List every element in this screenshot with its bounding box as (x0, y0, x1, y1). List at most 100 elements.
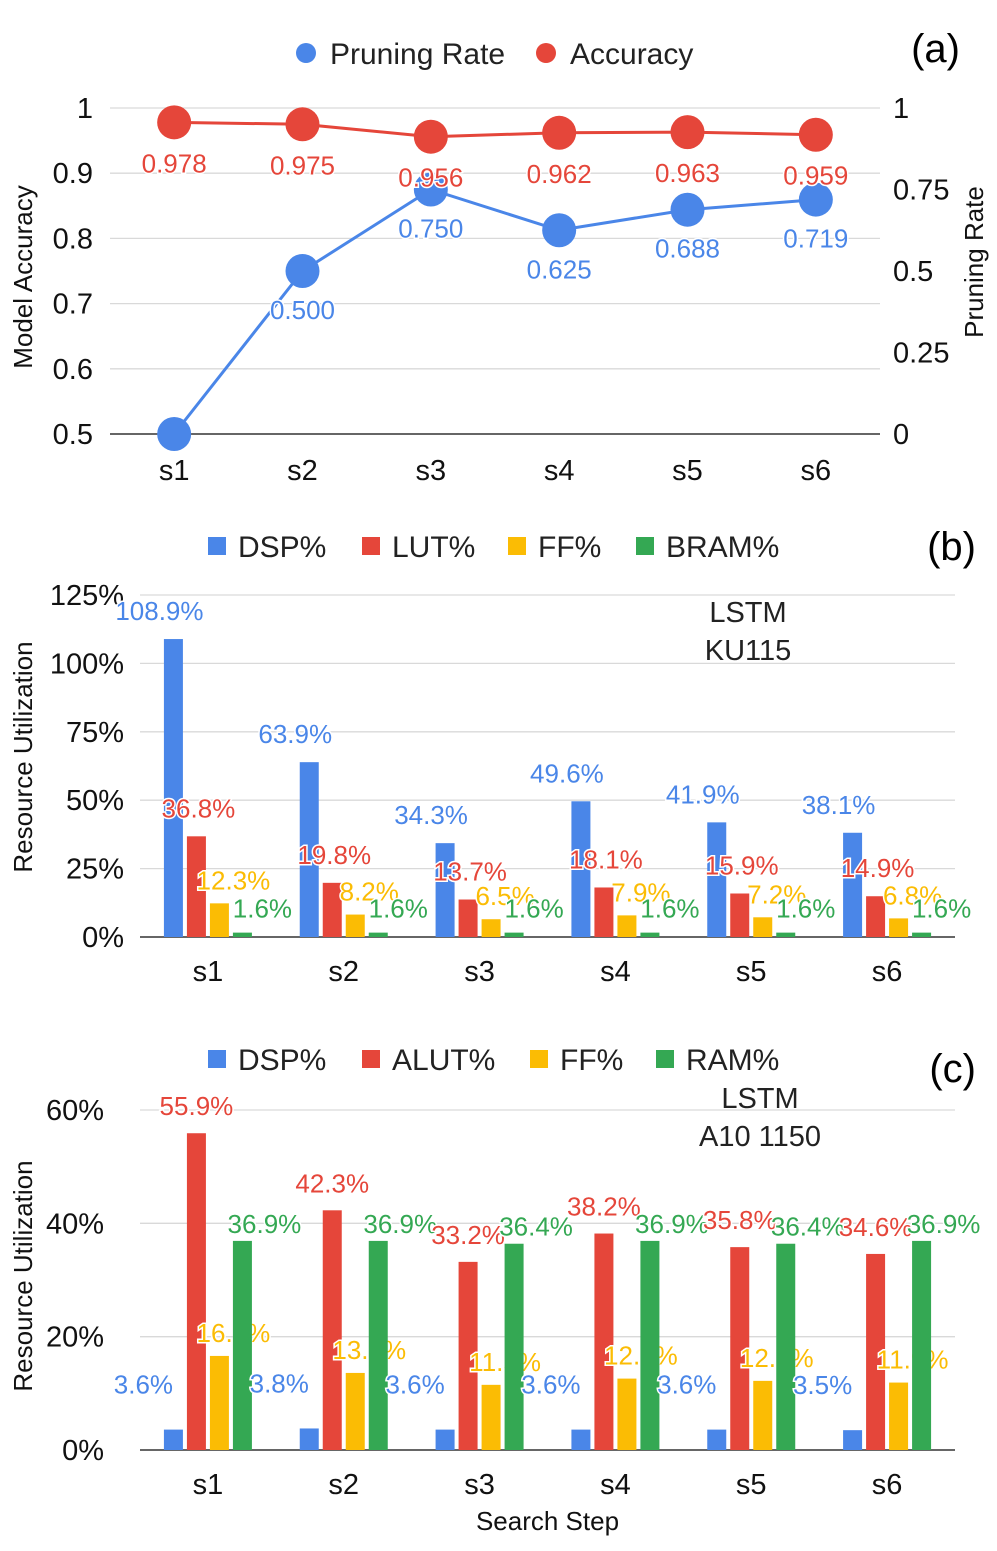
data-point-pruning-rate (542, 213, 577, 248)
data-label-ff: 7.2% (747, 879, 806, 909)
bar-dsp (299, 1428, 319, 1450)
y-tick-right: 1 (893, 93, 909, 125)
bar-lut (594, 887, 614, 937)
legend-label-ram: RAM% (686, 1044, 779, 1077)
bar-bram (776, 932, 796, 937)
data-label-ff: 12.3% (197, 865, 271, 895)
bar-alut (322, 1210, 342, 1450)
legend-label-dsp: DSP% (238, 531, 326, 564)
bar-alut (458, 1261, 478, 1450)
bar-ff (753, 917, 773, 937)
data-label-bram: 1.6% (504, 894, 563, 924)
data-label-accuracy: 0.956 (398, 163, 463, 193)
data-label-alut: 35.8% (703, 1205, 777, 1235)
data-label-pruning-rate: 0.500 (270, 295, 335, 325)
bar-ff (209, 1355, 229, 1450)
data-label-dsp: 108.9% (115, 596, 203, 626)
legend-label-pruning-rate: Pruning Rate (330, 38, 505, 71)
bar-dsp (707, 1429, 727, 1450)
data-label-lut: 19.8% (297, 840, 371, 870)
bar-dsp (571, 801, 591, 937)
bar-ff (481, 919, 501, 937)
data-label-ram: 36.9% (907, 1209, 981, 1239)
y-tick-left: 0.7 (53, 289, 93, 321)
data-label-ram: 36.9% (363, 1209, 437, 1239)
y-tick: 0% (62, 1435, 104, 1467)
bar-ff (209, 903, 229, 937)
data-label-accuracy: 0.962 (527, 159, 592, 189)
legend-swatch-dsp (208, 1050, 226, 1068)
data-label-bram: 1.6% (233, 894, 292, 924)
x-category-label: s5 (736, 1469, 767, 1501)
y-axis-title-left: Model Accuracy (8, 185, 38, 369)
legend-swatch-ram (656, 1050, 674, 1068)
bar-ff (617, 1378, 637, 1450)
data-point-pruning-rate (798, 182, 833, 217)
data-label-alut: 34.6% (839, 1212, 913, 1242)
x-category-label: s6 (872, 1469, 903, 1501)
data-label-dsp: 3.6% (657, 1370, 716, 1400)
bar-ram (640, 1240, 660, 1450)
legend-swatch-ff (530, 1050, 548, 1068)
data-label-dsp: 34.3% (394, 800, 468, 830)
data-label-accuracy: 0.975 (270, 150, 335, 180)
x-category-label: s1 (159, 455, 190, 487)
series-line-pruning-rate (172, 187, 816, 435)
panel-b-ku115-resource-chart: 0% 25% 50% 75% 100% 125% s1 s2 s3 s4 s5 s6 Resource … (8, 525, 976, 988)
data-label-accuracy: 0.963 (655, 158, 720, 188)
bar-dsp (707, 822, 727, 937)
x-category-label: s5 (672, 455, 703, 487)
bar-ram (232, 1240, 252, 1450)
bar-ram (504, 1243, 524, 1450)
data-label-dsp: 3.5% (793, 1370, 852, 1400)
y-tick: 40% (46, 1208, 104, 1240)
bar-ram (912, 1240, 932, 1450)
data-label-bram: 1.6% (369, 894, 428, 924)
x-category-label: s2 (287, 455, 318, 487)
data-label-ff: 8.2% (340, 877, 399, 907)
data-label-dsp: 3.6% (385, 1370, 444, 1400)
bar-ff (345, 914, 365, 937)
bar-dsp (299, 762, 319, 937)
data-label-accuracy: 0.959 (783, 161, 848, 191)
bar-bram (232, 932, 252, 937)
y-tick-right: 0 (893, 419, 909, 451)
bar-lut (322, 882, 342, 937)
data-label-dsp: 38.1% (802, 790, 876, 820)
x-category-label: s2 (328, 1469, 359, 1501)
y-axis-title-right: Pruning Rate (959, 186, 989, 338)
data-point-pruning-rate (413, 172, 448, 207)
data-label-ram: 36.9% (635, 1209, 709, 1239)
data-label-ram: 36.9% (228, 1209, 302, 1239)
data-label-dsp: 49.6% (530, 758, 604, 788)
x-category-label: s4 (544, 455, 575, 487)
x-category-label: s1 (193, 956, 224, 988)
bar-lut (458, 899, 478, 937)
bar-dsp (843, 832, 863, 937)
data-label-ff: 6.8% (883, 880, 942, 910)
bar-dsp (163, 639, 183, 937)
y-axis-title: Resource Utilization (8, 1160, 38, 1391)
data-label-ram: 36.4% (499, 1212, 573, 1242)
data-label-dsp: 41.9% (666, 779, 740, 809)
legend-label-ff: FF% (560, 1044, 623, 1077)
y-tick: 50% (66, 785, 124, 817)
legend-label-accuracy: Accuracy (570, 38, 693, 71)
chart-annotation: A10 1150 (699, 1121, 821, 1153)
y-tick-right: 0.75 (893, 175, 949, 207)
bar-ram (776, 1243, 796, 1450)
legend-label-lut: LUT% (392, 531, 475, 564)
y-tick-right: 0.5 (893, 256, 933, 288)
bar-ff (889, 1382, 909, 1450)
data-label-pruning-rate: 0.750 (398, 214, 463, 244)
y-tick: 0% (82, 922, 124, 954)
data-point-accuracy (542, 115, 577, 150)
bar-bram (504, 932, 524, 937)
bar-bram (640, 932, 660, 937)
legend-label-alut: ALUT% (392, 1044, 495, 1077)
panel-label: (b) (927, 525, 976, 569)
data-label-ram: 36.4% (771, 1212, 845, 1242)
bar-ff (481, 1384, 501, 1450)
bar-ff (753, 1380, 773, 1450)
